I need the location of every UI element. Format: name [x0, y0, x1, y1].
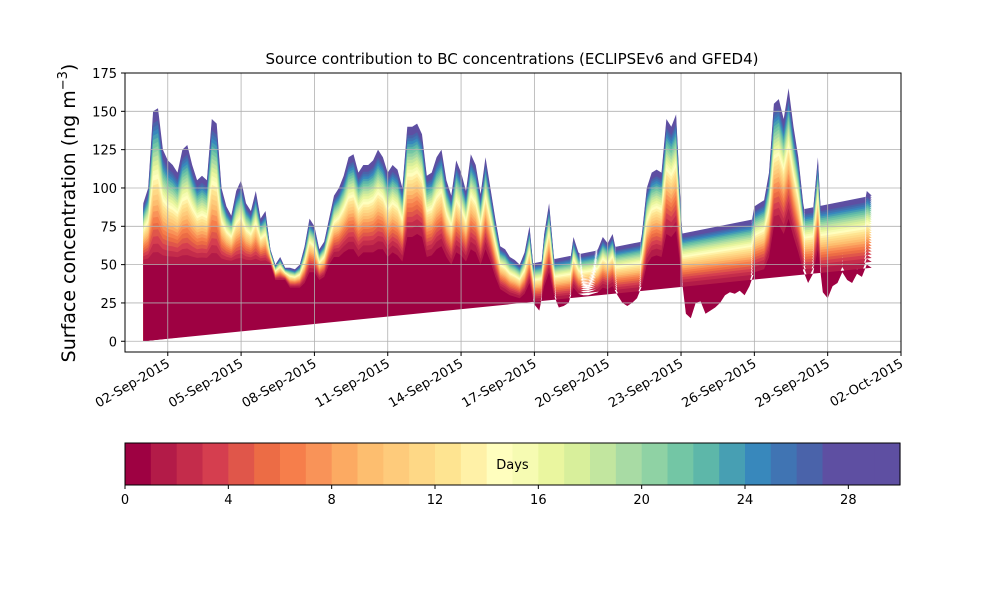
stacked-area-layers	[143, 88, 872, 342]
colorbar-swatch	[822, 443, 849, 485]
colorbar-tick-label: 0	[121, 493, 129, 508]
colorbar: Days 0 4 8 12 16 20 24 28	[121, 442, 901, 508]
y-tick-label: 0	[109, 335, 117, 350]
colorbar-swatch	[693, 443, 720, 485]
y-axis-label-close: )	[58, 64, 80, 71]
colorbar-swatch	[564, 443, 591, 485]
colorbar-swatch	[435, 443, 462, 485]
colorbar-tick-label: 4	[224, 493, 232, 508]
y-tick-label: 100	[92, 182, 117, 197]
colorbar-swatch	[176, 443, 204, 485]
y-axis-label: Surface concentration (ng m−3)	[56, 64, 80, 363]
colorbar-frame	[124, 442, 901, 486]
y-tick-label: 150	[92, 105, 117, 120]
chart-title: Source contribution to BC concentrations…	[265, 50, 758, 68]
colorbar-swatch	[202, 443, 229, 485]
colorbar-swatch	[590, 443, 617, 485]
y-tick-label: 75	[100, 220, 117, 235]
colorbar-tick-label: 12	[427, 493, 444, 508]
y-tick-label: 50	[100, 259, 117, 274]
colorbar-swatch	[770, 443, 798, 485]
y-tick-label: 175	[92, 67, 117, 82]
colorbar-swatch	[486, 443, 514, 485]
colorbar-swatch	[228, 443, 255, 485]
colorbar-tick-label: 20	[633, 493, 650, 508]
colorbar-swatch	[745, 443, 772, 485]
colorbar-swatch	[667, 443, 694, 485]
colorbar-swatch	[254, 443, 281, 485]
colorbar-swatch	[848, 443, 875, 485]
colorbar-swatch	[796, 443, 824, 485]
y-axis-label-exponent: −3	[56, 71, 71, 90]
colorbar-swatch	[641, 443, 669, 485]
colorbar-swatch	[460, 443, 488, 485]
colorbar-tick-label: 16	[530, 493, 547, 508]
colorbar-label: Days	[496, 458, 529, 473]
colorbar-swatch	[357, 443, 384, 485]
colorbar-swatch	[280, 443, 307, 485]
colorbar-swatch	[615, 443, 643, 485]
y-tick-label: 125	[92, 144, 117, 159]
colorbar-swatch	[331, 443, 359, 485]
colorbar-swatch	[512, 443, 539, 485]
area-layer-day-0	[143, 218, 872, 342]
colorbar-swatch	[538, 443, 565, 485]
colorbar-tick-label: 24	[737, 493, 754, 508]
colorbar-swatch	[383, 443, 410, 485]
y-axis-label-main: Surface concentration (ng m	[58, 90, 80, 362]
colorbar-swatch	[125, 443, 152, 485]
colorbar-swatch	[719, 443, 746, 485]
y-axis-label-text: Surface concentration (ng m−3)	[56, 64, 80, 363]
colorbar-swatch	[150, 443, 178, 485]
plot-frame	[124, 72, 902, 353]
y-axis-ticks: 0 25 50 75 100 125 150 175	[92, 67, 125, 350]
colorbar-swatch	[874, 443, 901, 485]
colorbar-tick-label: 28	[840, 493, 857, 508]
colorbar-tick-label: 8	[328, 493, 336, 508]
colorbar-swatch	[305, 443, 333, 485]
colorbar-swatch	[409, 443, 436, 485]
y-tick-label: 25	[100, 297, 117, 312]
